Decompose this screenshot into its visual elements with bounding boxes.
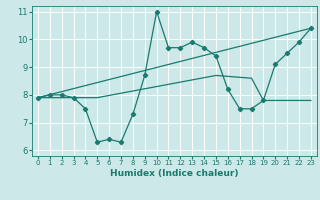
X-axis label: Humidex (Indice chaleur): Humidex (Indice chaleur) bbox=[110, 169, 239, 178]
